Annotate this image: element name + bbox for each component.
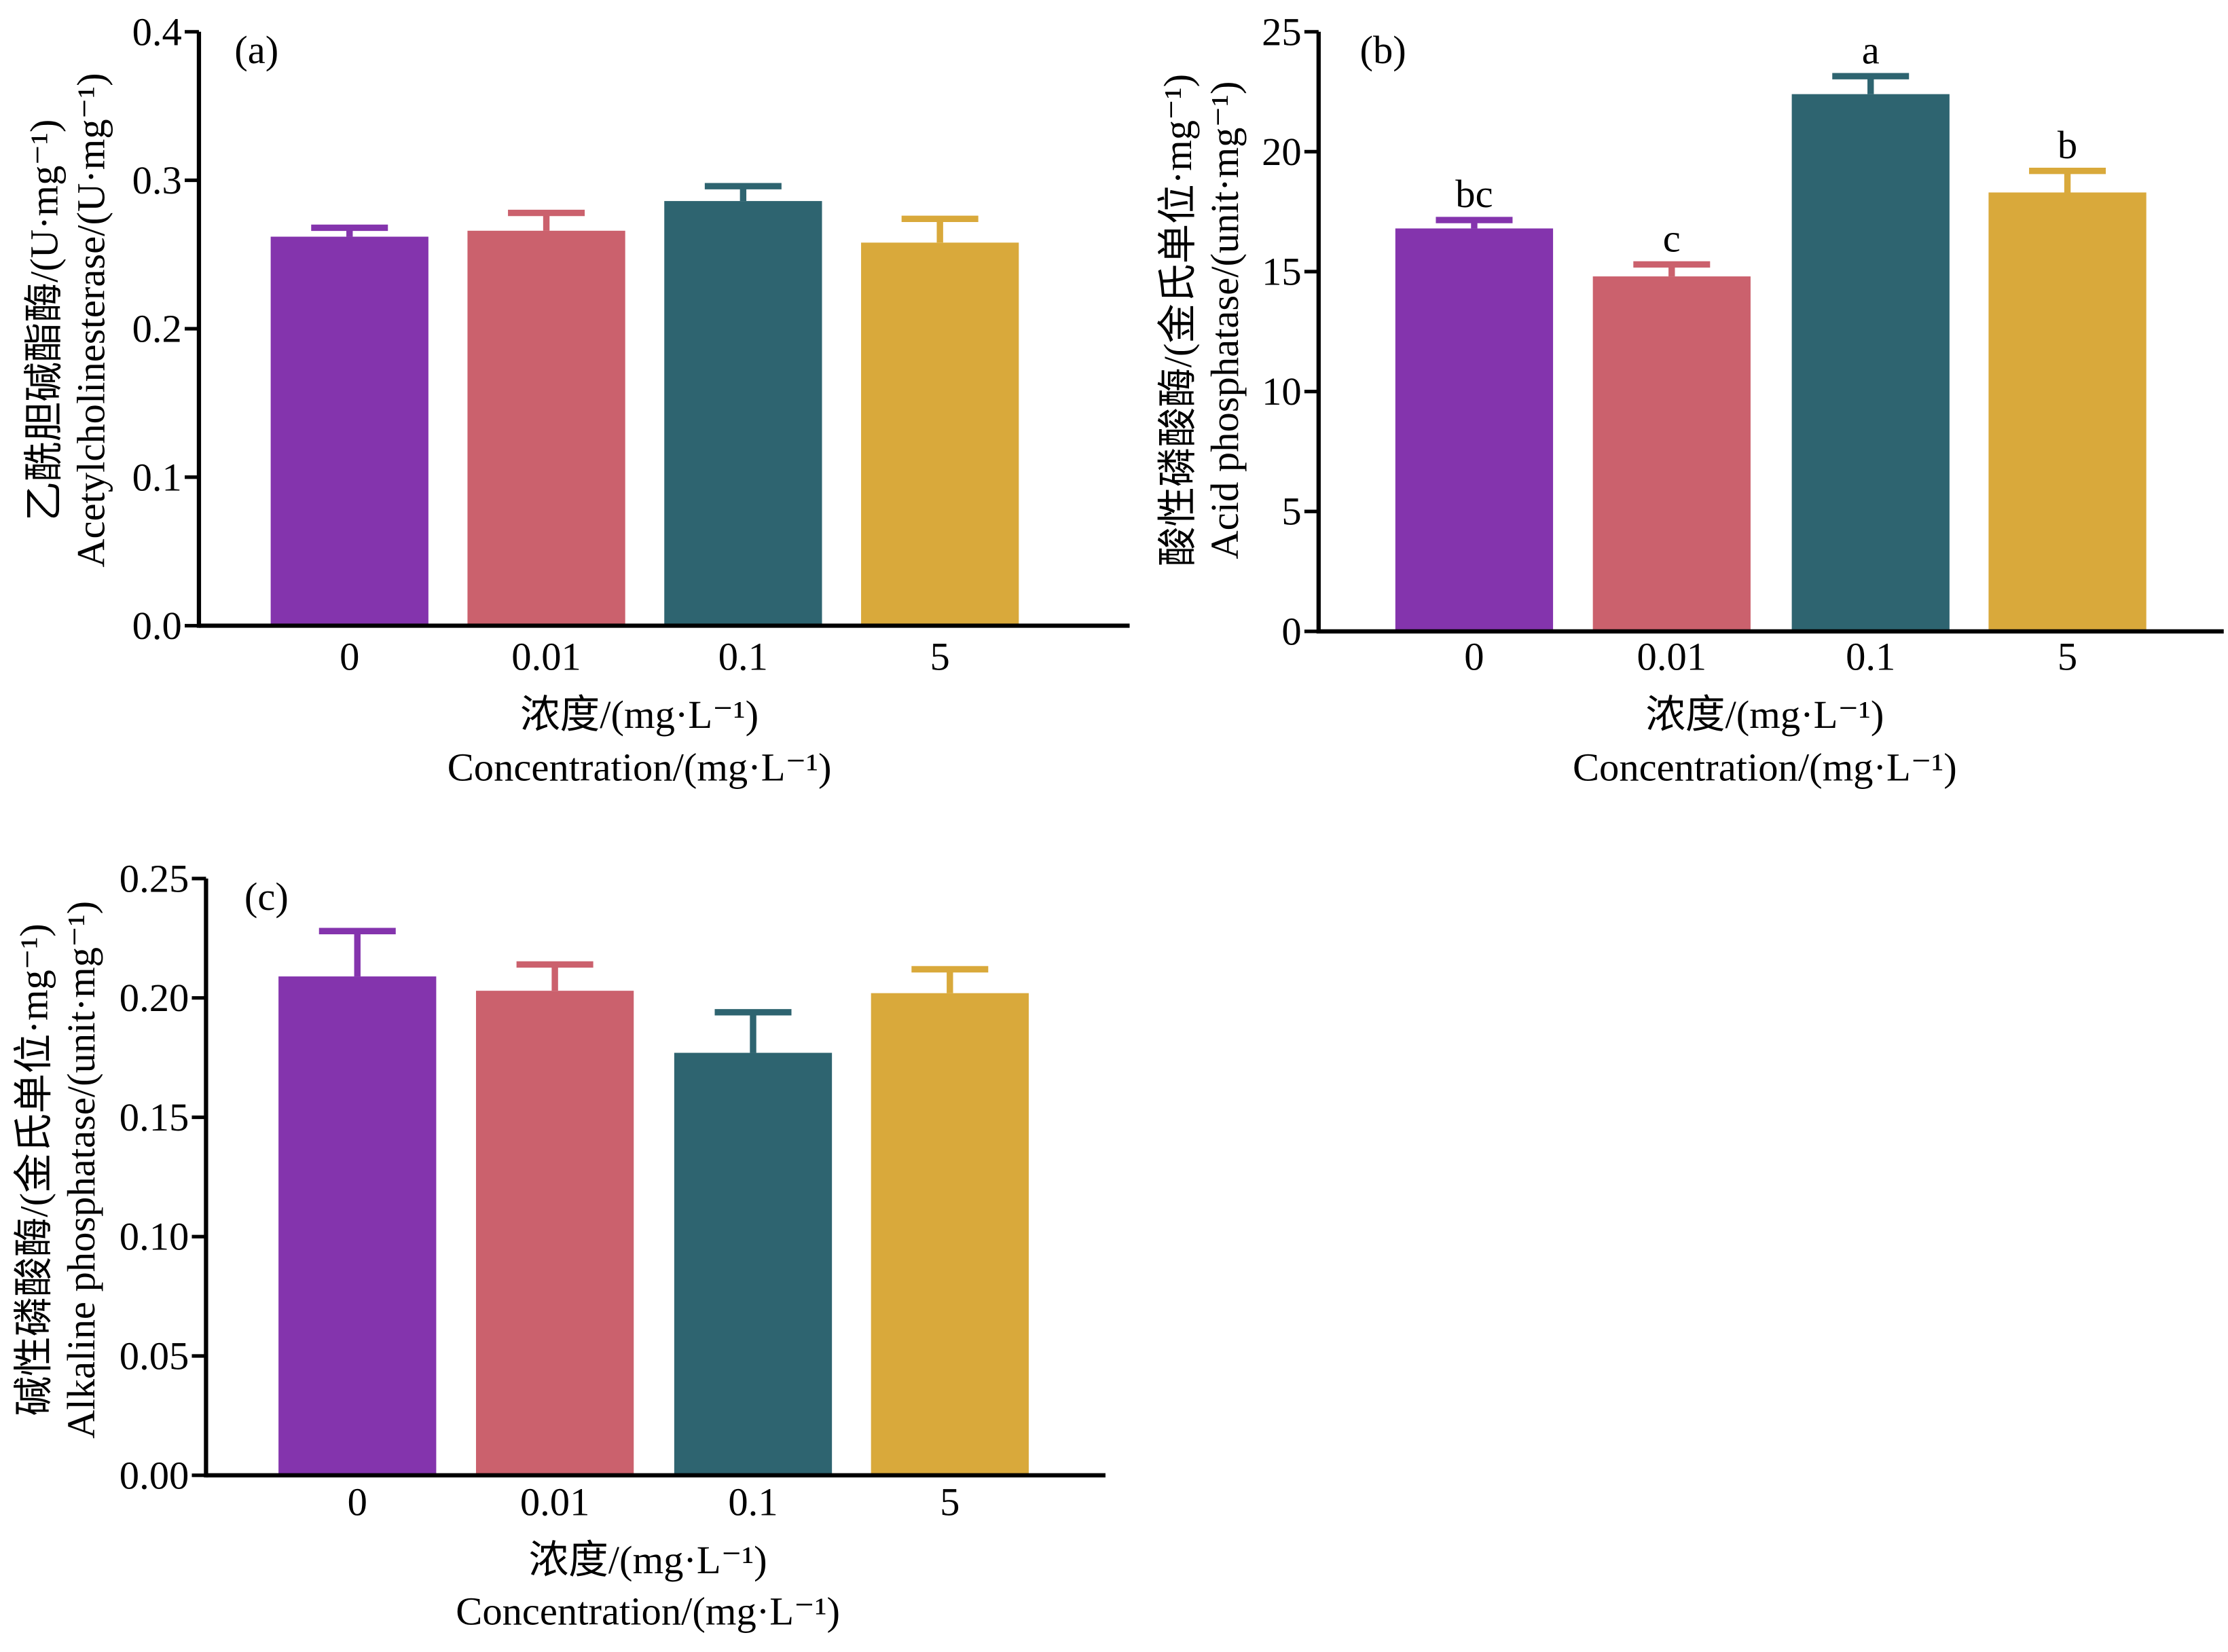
x-tick-label: 5 [930,634,950,678]
significance-letter: b [2058,123,2077,167]
bar-b-5 [1988,192,2147,631]
x-tick-label: 0.1 [718,634,768,678]
chart-panel-c: 0 0.01 0.1 50.000.050.100.150.200.25 (c)浓度/(… [12,856,1106,1633]
x-axis-title-line-2: Concentration/(mg·L⁻¹) [456,1589,840,1633]
y-tick-label: 0.0 [132,604,182,648]
significance-letter: a [1862,28,1880,72]
y-tick-label: 15 [1262,250,1302,294]
y-tick-label: 0 [1281,609,1301,653]
y-tick-label: 10 [1262,369,1302,414]
x-axis-title-line-1: 浓度/(mg·L⁻¹) [1645,693,1884,737]
y-tick-label: 5 [1281,490,1301,534]
bar-b-0.1 [1791,94,1950,631]
y-axis-title-line-1: 酸性磷酸酶/(金氏单位·mg⁻¹) [1156,74,1200,566]
y-tick-label: 0.2 [132,307,182,351]
x-axis-title-line-2: Concentration/(mg·L⁻¹) [448,746,832,790]
x-tick-label: 0 [348,1480,367,1524]
panel-label: (c) [244,875,289,919]
y-tick-label: 0.00 [120,1453,189,1497]
chart-panel-b: 0 bc 0.01 c 0.1 a 5 b 0 5 10 15 20 25 (b) 浓度/(mg·L⁻¹) Co… [1156,10,2224,790]
bar-c-0.01 [475,991,634,1475]
bar-a-0.1 [664,201,822,626]
y-tick-label: 0.15 [120,1095,189,1139]
chart-panel-a: 0 0.01 0.1 5 0.0 0.1 0.2 0.3 0.4 (a) 浓度/(mg·L⁻¹) Co… [22,10,1130,790]
bar-c-0 [278,976,437,1475]
bar-c-0.1 [674,1052,833,1475]
x-tick-label: 5 [2058,634,2077,678]
y-tick-label: 0.3 [132,158,182,202]
x-tick-label: 0 [340,634,359,678]
significance-letter: c [1663,217,1681,261]
y-tick-label: 0.20 [120,976,189,1020]
bar-a-0 [270,236,428,626]
y-tick-label: 0.4 [132,10,182,54]
y-axis-title-line-2: Acid phosphatase/(unit·mg⁻¹) [1203,81,1247,559]
x-tick-label: 0 [1464,634,1484,678]
panel-label: (b) [1359,28,1406,72]
x-tick-label: 0.1 [728,1480,778,1524]
y-axis-title-line-1: 碱性磷酸酶/(金氏单位·mg⁻¹) [12,923,56,1416]
significance-letter: bc [1455,172,1493,216]
x-axis-title-line-1: 浓度/(mg·L⁻¹) [529,1538,767,1582]
x-tick-label: 0.1 [1846,634,1895,678]
x-tick-label: 5 [940,1480,960,1524]
bar-a-5 [861,242,1019,626]
x-axis-title-line-2: Concentration/(mg·L⁻¹) [1573,746,1957,790]
bar-b-0.01 [1592,276,1751,631]
x-tick-label: 0.01 [520,1480,590,1524]
panel-label: (a) [234,28,278,72]
y-axis-title-line-2: Alkaline phosphatase/(unit·mg⁻¹) [59,901,103,1439]
x-tick-label: 0.01 [511,634,581,678]
y-tick-label: 0.25 [120,856,189,900]
y-axis-title-line-2: Acetylcholinesterase/(U·mg⁻¹) [69,73,113,567]
y-tick-label: 20 [1262,130,1302,174]
y-tick-label: 25 [1262,10,1302,54]
x-axis-title-line-1: 浓度/(mg·L⁻¹) [520,693,759,737]
bar-b-0 [1395,228,1554,631]
y-tick-label: 0.05 [120,1334,189,1378]
bar-a-0.01 [467,230,625,626]
x-tick-label: 0.01 [1637,634,1707,678]
y-tick-label: 0.1 [132,455,182,499]
y-tick-label: 0.10 [120,1215,189,1259]
bar-c-5 [871,993,1029,1475]
y-axis-title-line-1: 乙酰胆碱酯酶/(U·mg⁻¹) [22,120,66,521]
